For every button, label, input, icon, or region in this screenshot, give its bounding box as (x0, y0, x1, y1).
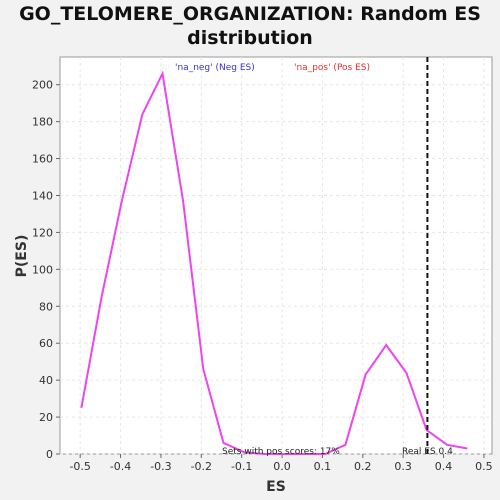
y-tick-label: 160 (32, 153, 53, 166)
y-tick-label: 80 (39, 300, 53, 313)
x-tick-label: 0.0 (273, 460, 291, 473)
legend-neg: 'na_neg' (Neg ES) (175, 63, 255, 73)
y-tick-label: 200 (32, 79, 53, 92)
y-tick-label: 40 (39, 374, 53, 387)
x-tick-label: 0.5 (475, 460, 493, 473)
x-tick-label: -0.5 (69, 460, 90, 473)
chart-title: GO_TELOMERE_ORGANIZATION: Random ES dist… (19, 3, 481, 49)
x-tick-label: 0.2 (354, 460, 372, 473)
pos-scores-note: Sets with pos scores: 17% (222, 447, 340, 457)
y-tick-label: 60 (39, 337, 53, 350)
x-tick-label: -0.3 (150, 460, 171, 473)
series-group (80, 70, 468, 455)
y-tick-label: 0 (46, 448, 53, 461)
x-tick-label: -0.4 (110, 460, 131, 473)
y-tick-label: 100 (32, 263, 53, 276)
x-tick-label: -0.2 (191, 460, 212, 473)
x-tick-label: 0.3 (394, 460, 412, 473)
x-tick-label: 0.1 (314, 460, 332, 473)
series-line (80, 70, 468, 455)
grid-lines (60, 57, 492, 455)
y-tick-label: 180 (32, 116, 53, 129)
y-tick-label: 120 (32, 226, 53, 239)
y-axis-label: P(ES) (14, 235, 30, 278)
x-axis-label: ES (266, 479, 286, 495)
plot-area (59, 56, 493, 455)
y-tick-label: 20 (39, 411, 53, 424)
x-tick-label: 0.4 (435, 460, 453, 473)
legend-pos: 'na_pos' (Pos ES) (294, 63, 370, 73)
real-es-note: Real ES 0.4 (402, 447, 453, 457)
x-tick-label: -0.1 (231, 460, 252, 473)
axes: -0.5 -0.4 -0.3 -0.2 -0.1 0.0 0.1 0.2 0.3 0.4 0.5 0 2… (32, 79, 493, 473)
y-tick-label: 140 (32, 189, 53, 202)
